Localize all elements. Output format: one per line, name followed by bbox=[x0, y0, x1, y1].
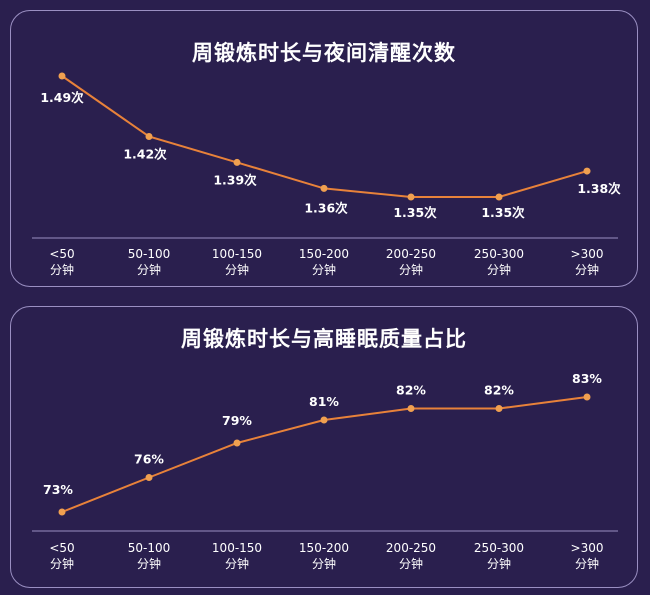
data-point bbox=[407, 193, 415, 201]
data-label: 1.49次 bbox=[40, 90, 84, 105]
chart-panel-sleep-quality: 周锻炼时长与高睡眠质量占比 bbox=[10, 306, 638, 588]
data-label: 79% bbox=[222, 413, 252, 428]
x-tick-label: <50 bbox=[49, 541, 74, 555]
data-point bbox=[233, 439, 241, 447]
data-label: 1.39次 bbox=[213, 172, 257, 187]
chart-title: 周锻炼时长与夜间清醒次数 bbox=[192, 41, 456, 65]
data-label: 82% bbox=[396, 383, 426, 398]
x-tick-unit: 分钟 bbox=[312, 556, 336, 571]
x-tick-label: 150-200 bbox=[299, 247, 349, 261]
x-tick-label: 200-250 bbox=[386, 541, 436, 555]
x-tick-label: >300 bbox=[571, 541, 604, 555]
chart-title: 周锻炼时长与高睡眠质量占比 bbox=[181, 327, 467, 351]
chart-panel-night-waking: 周锻炼时长与夜间清醒次数 bbox=[10, 10, 638, 287]
x-tick-label: 250-300 bbox=[474, 247, 524, 261]
x-tick-unit: 分钟 bbox=[50, 556, 74, 571]
data-label: 1.42次 bbox=[123, 147, 167, 162]
data-label: 1.36次 bbox=[304, 200, 348, 215]
x-tick-unit: 分钟 bbox=[225, 262, 249, 277]
x-tick-unit: 分钟 bbox=[487, 262, 511, 277]
x-tick-unit: 分钟 bbox=[50, 262, 74, 277]
data-label: 83% bbox=[572, 371, 602, 386]
x-tick-label: 250-300 bbox=[474, 541, 524, 555]
x-tick-label: 100-150 bbox=[212, 541, 262, 555]
data-label: 82% bbox=[484, 383, 514, 398]
x-tick-unit: 分钟 bbox=[312, 262, 336, 277]
data-label: 76% bbox=[134, 452, 164, 467]
data-point bbox=[320, 416, 328, 424]
data-label: 1.35次 bbox=[393, 205, 437, 220]
x-tick-unit: 分钟 bbox=[225, 556, 249, 571]
x-tick-unit: 分钟 bbox=[137, 556, 161, 571]
data-point bbox=[320, 184, 328, 192]
x-tick-label: 50-100 bbox=[128, 247, 171, 261]
data-point bbox=[495, 405, 503, 412]
data-point bbox=[407, 405, 415, 412]
x-tick-label: 100-150 bbox=[212, 247, 262, 261]
data-point bbox=[145, 474, 153, 481]
x-tick-label: >300 bbox=[571, 247, 604, 261]
x-tick-label: <50 bbox=[49, 247, 74, 261]
data-point bbox=[583, 393, 591, 401]
data-point bbox=[58, 72, 66, 80]
x-tick-unit: 分钟 bbox=[399, 262, 423, 277]
data-label: 81% bbox=[309, 394, 339, 409]
data-point bbox=[233, 158, 241, 166]
series-line bbox=[61, 75, 588, 198]
x-tick-unit: 分钟 bbox=[575, 556, 599, 571]
x-tick-unit: 分钟 bbox=[487, 556, 511, 571]
x-tick-unit: 分钟 bbox=[399, 556, 423, 571]
x-tick-label: 50-100 bbox=[128, 541, 171, 555]
data-point bbox=[58, 508, 66, 516]
x-tick-unit: 分钟 bbox=[575, 262, 599, 277]
data-label: 1.38次 bbox=[577, 181, 621, 196]
data-label: 73% bbox=[43, 482, 73, 497]
data-point bbox=[145, 133, 153, 140]
x-tick-unit: 分钟 bbox=[137, 262, 161, 277]
data-point bbox=[495, 193, 503, 201]
data-point bbox=[583, 167, 591, 175]
x-tick-label: 200-250 bbox=[386, 247, 436, 261]
x-tick-label: 150-200 bbox=[299, 541, 349, 555]
data-label: 1.35次 bbox=[481, 205, 525, 220]
